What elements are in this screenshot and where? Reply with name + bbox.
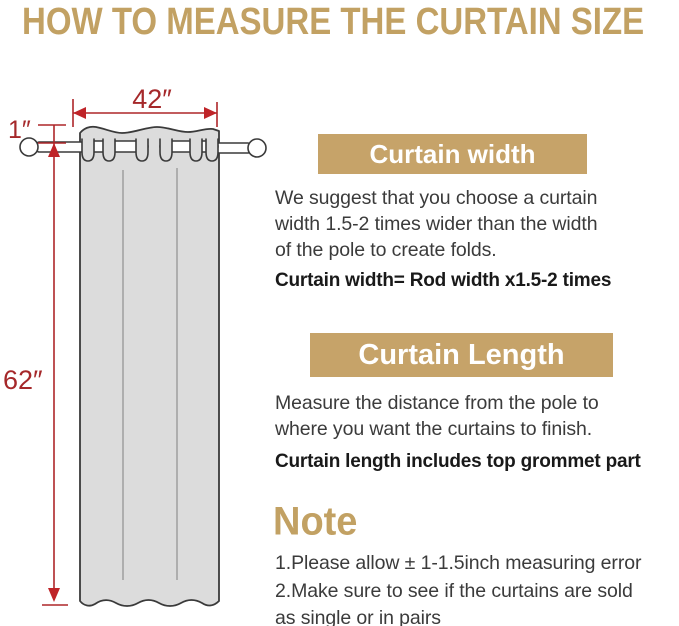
- curtain-length-paragraph: Measure the distance from the pole to wh…: [275, 390, 599, 442]
- grommet-loop: [81, 138, 95, 162]
- width-arrowhead-left: [73, 107, 86, 119]
- grommet-loop: [205, 138, 219, 162]
- curtain-body: [79, 125, 220, 607]
- width-dimension-label: 42″: [132, 84, 172, 114]
- top-offset-label: 1″: [8, 116, 31, 144]
- grommet-loop: [189, 138, 203, 162]
- curtain-width-heading: Curtain width: [318, 134, 587, 174]
- grommet-loop: [159, 138, 173, 162]
- curtain-width-paragraph-line: width 1.5-2 times wider than the width: [275, 213, 598, 235]
- curtain-width-paragraph-line: of the pole to create folds.: [275, 239, 497, 261]
- curtain-length-heading: Curtain Length: [310, 333, 613, 377]
- width-arrowhead-right: [204, 107, 217, 119]
- grommet-loop: [135, 138, 149, 162]
- curtain-length-paragraph-line: Measure the distance from the pole to: [275, 392, 599, 414]
- rod-finial-right: [247, 138, 267, 158]
- page-title: HOW TO MEASURE THE CURTAIN SIZE: [22, 0, 645, 42]
- length-arrowhead-down: [48, 588, 60, 602]
- length-dimension-label: 62″: [3, 365, 43, 395]
- note-list: 1.Please allow ± 1-1.5inch measuring err…: [275, 550, 641, 626]
- note-item-2: 2.Make sure to see if the curtains are s…: [275, 579, 633, 602]
- curtain-measurement-diagram: 42″ 1″ 62″: [3, 84, 267, 607]
- grommet-loops: [81, 138, 219, 162]
- note-heading: Note: [273, 500, 358, 545]
- curtain-length-formula: Curtain length includes top grommet part: [275, 451, 641, 472]
- grommet-loop: [102, 138, 116, 162]
- note-item-1: 1.Please allow ± 1-1.5inch measuring err…: [275, 552, 642, 574]
- curtain-rod-right-segment: [216, 142, 251, 154]
- curtain-length-paragraph-line: where you want the curtains to finish.: [275, 418, 593, 440]
- rod-finial-left: [19, 137, 39, 157]
- curtain-width-formula: Curtain width= Rod width x1.5-2 times: [275, 270, 612, 291]
- curtain-width-paragraph: We suggest that you choose a curtain wid…: [275, 185, 598, 263]
- length-arrowhead-up: [48, 143, 60, 157]
- top-offset-dimension: [38, 124, 66, 144]
- curtain-width-paragraph-line: We suggest that you choose a curtain: [275, 187, 598, 209]
- note-item-2-continued: as single or in pairs: [275, 607, 441, 626]
